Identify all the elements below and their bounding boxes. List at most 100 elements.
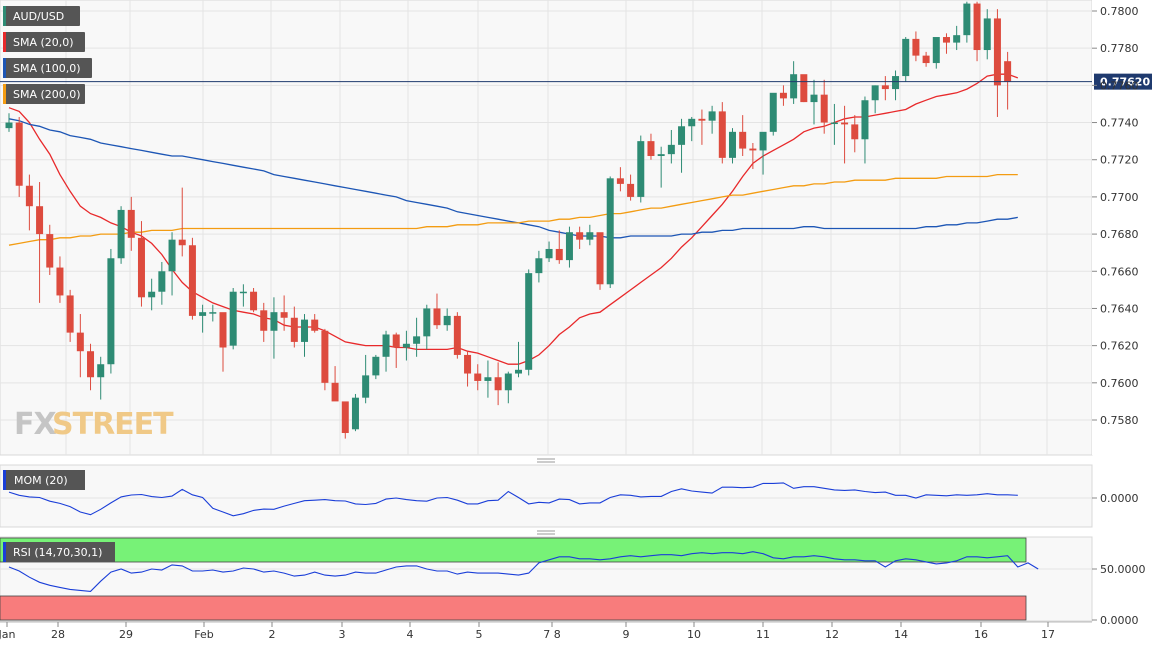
price-tick-label: 0.7580 <box>1100 414 1139 427</box>
candle <box>229 288 237 350</box>
candle <box>565 226 573 268</box>
fxstreet-logo: FX STREET <box>14 407 175 442</box>
candle <box>372 354 380 380</box>
candle <box>137 221 145 307</box>
candle <box>474 364 482 391</box>
legend-item[interactable]: SMA (100,0) <box>3 58 92 78</box>
mom-tick-label: 0.0000 <box>1100 492 1139 505</box>
price-axis-ticks: 0.7800 0.7780 0.7760 0.7740 0.7720 0.7700 0.76… <box>1092 5 1139 427</box>
candle <box>107 248 115 374</box>
panel-resize-handle[interactable] <box>537 458 555 463</box>
candle <box>851 115 859 153</box>
candle <box>779 85 787 106</box>
mom-legend: MOM (20) <box>3 470 85 490</box>
candle <box>881 76 889 101</box>
time-tick-label: Feb <box>194 628 213 641</box>
candle <box>718 102 726 164</box>
candle <box>97 356 105 400</box>
candle <box>66 289 74 342</box>
candle <box>382 330 390 372</box>
candle <box>5 113 13 132</box>
price-tick-label: 0.7640 <box>1100 302 1139 315</box>
legend-item[interactable]: SMA (20,0) <box>3 32 85 52</box>
rsi-oversold-band <box>0 595 1027 621</box>
time-tick-label: 17 <box>1041 628 1055 641</box>
candle <box>290 306 298 348</box>
candle <box>321 328 329 391</box>
rsi-line <box>8 551 1039 592</box>
candle <box>728 128 736 164</box>
candle <box>749 142 757 170</box>
candle <box>953 25 961 51</box>
legend-label: SMA (200,0) <box>13 88 81 101</box>
candle <box>158 261 166 305</box>
legend-item[interactable]: RSI (14,70,30,1) <box>3 542 115 562</box>
candle <box>25 174 33 231</box>
time-tick-label: 12 <box>825 628 839 641</box>
main-grid <box>0 0 1092 455</box>
candle <box>555 230 563 264</box>
moving-average-lines <box>8 73 1019 365</box>
candle <box>647 133 655 160</box>
mom-line <box>8 482 1018 517</box>
candle <box>932 37 940 69</box>
candle <box>667 129 675 164</box>
candle <box>678 118 686 173</box>
price-tick-label: 0.7600 <box>1100 377 1139 390</box>
legend-item[interactable]: SMA (200,0) <box>3 84 85 104</box>
candle <box>1004 51 1012 110</box>
candle <box>260 302 268 342</box>
time-tick-label: 11 <box>756 628 770 641</box>
price-tick-label: 0.7780 <box>1100 42 1139 55</box>
candle <box>616 167 624 192</box>
candle <box>494 362 502 406</box>
price-tick-label: 0.7700 <box>1100 191 1139 204</box>
candle <box>443 308 451 331</box>
candle <box>87 343 95 391</box>
candle <box>219 312 227 372</box>
candle <box>759 131 767 175</box>
svg-text:FX: FX <box>14 407 56 442</box>
candle <box>535 250 543 283</box>
price-tick-label: 0.7720 <box>1100 154 1139 167</box>
candle <box>983 9 991 60</box>
current-price-line: 0.77620 <box>0 73 1152 90</box>
legend-label: MOM (20) <box>14 474 68 487</box>
candle <box>413 317 421 357</box>
candle <box>708 105 716 134</box>
candle <box>127 196 135 251</box>
candle <box>178 187 186 257</box>
candle <box>688 116 696 142</box>
candle <box>861 96 869 164</box>
candle <box>525 269 533 376</box>
candle <box>841 105 849 164</box>
time-tick-label: 9 <box>623 628 630 641</box>
candle <box>871 85 879 114</box>
legend-item[interactable]: AUD/USD <box>3 6 80 26</box>
legend-item[interactable]: MOM (20) <box>3 470 85 490</box>
rsi-legend: RSI (14,70,30,1) <box>3 542 115 562</box>
candle <box>606 176 614 289</box>
candle <box>46 224 54 275</box>
candle <box>576 226 584 249</box>
candle <box>250 288 258 313</box>
candle <box>545 241 553 262</box>
candle <box>790 61 798 104</box>
time-tick-label: 4 <box>407 628 414 641</box>
time-tick-label: 2 <box>269 628 276 641</box>
current-price-label: 0.77620 <box>1100 76 1150 89</box>
candle <box>830 103 838 145</box>
candle <box>973 1 981 62</box>
candle <box>301 314 309 357</box>
candle <box>453 312 461 359</box>
price-tick-label: 0.7800 <box>1100 5 1139 18</box>
legend-label: AUD/USD <box>13 10 64 23</box>
price-tick-label: 0.7740 <box>1100 117 1139 130</box>
panel-resize-handle[interactable] <box>537 530 555 535</box>
candle <box>351 393 359 432</box>
candle <box>392 332 400 368</box>
sma-line-1 <box>8 118 1018 239</box>
candle <box>963 1 971 43</box>
time-tick-label: 29 <box>119 628 133 641</box>
